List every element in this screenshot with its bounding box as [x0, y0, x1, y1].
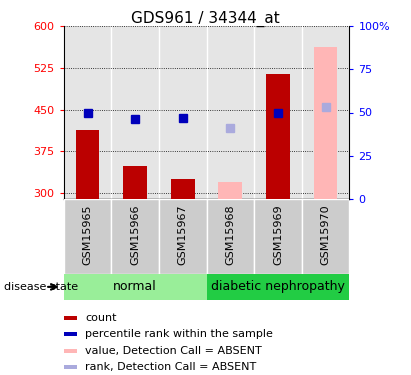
- Bar: [76, 130, 99, 199]
- Text: GSM15967: GSM15967: [178, 205, 188, 266]
- Bar: [64, 26, 111, 199]
- Bar: [111, 26, 159, 199]
- Text: GDS961 / 34344_at: GDS961 / 34344_at: [131, 11, 280, 27]
- Bar: [206, 274, 349, 300]
- Text: GSM15965: GSM15965: [83, 205, 92, 265]
- Text: diabetic nephropathy: diabetic nephropathy: [211, 280, 345, 293]
- Bar: [302, 199, 349, 274]
- Bar: [159, 199, 206, 274]
- Text: percentile rank within the sample: percentile rank within the sample: [85, 329, 273, 339]
- Bar: [64, 199, 111, 274]
- Bar: [171, 179, 195, 199]
- Text: disease state: disease state: [4, 282, 78, 292]
- Text: GSM15966: GSM15966: [130, 205, 140, 265]
- Bar: [302, 26, 349, 199]
- Bar: [314, 47, 337, 199]
- Bar: [159, 26, 206, 199]
- Text: normal: normal: [113, 280, 157, 293]
- Bar: [64, 316, 76, 320]
- Bar: [266, 74, 290, 199]
- Bar: [206, 26, 254, 199]
- Bar: [111, 199, 159, 274]
- Bar: [64, 274, 206, 300]
- Bar: [254, 26, 302, 199]
- Bar: [254, 199, 302, 274]
- Text: count: count: [85, 313, 117, 323]
- Bar: [64, 349, 76, 353]
- Text: rank, Detection Call = ABSENT: rank, Detection Call = ABSENT: [85, 362, 256, 372]
- Text: GSM15969: GSM15969: [273, 205, 283, 266]
- Bar: [206, 199, 254, 274]
- Text: value, Detection Call = ABSENT: value, Detection Call = ABSENT: [85, 346, 262, 356]
- Bar: [123, 166, 147, 199]
- Text: GSM15970: GSM15970: [321, 205, 330, 266]
- Bar: [64, 332, 76, 336]
- Text: GSM15968: GSM15968: [225, 205, 236, 266]
- Bar: [218, 182, 242, 199]
- Bar: [64, 365, 76, 369]
